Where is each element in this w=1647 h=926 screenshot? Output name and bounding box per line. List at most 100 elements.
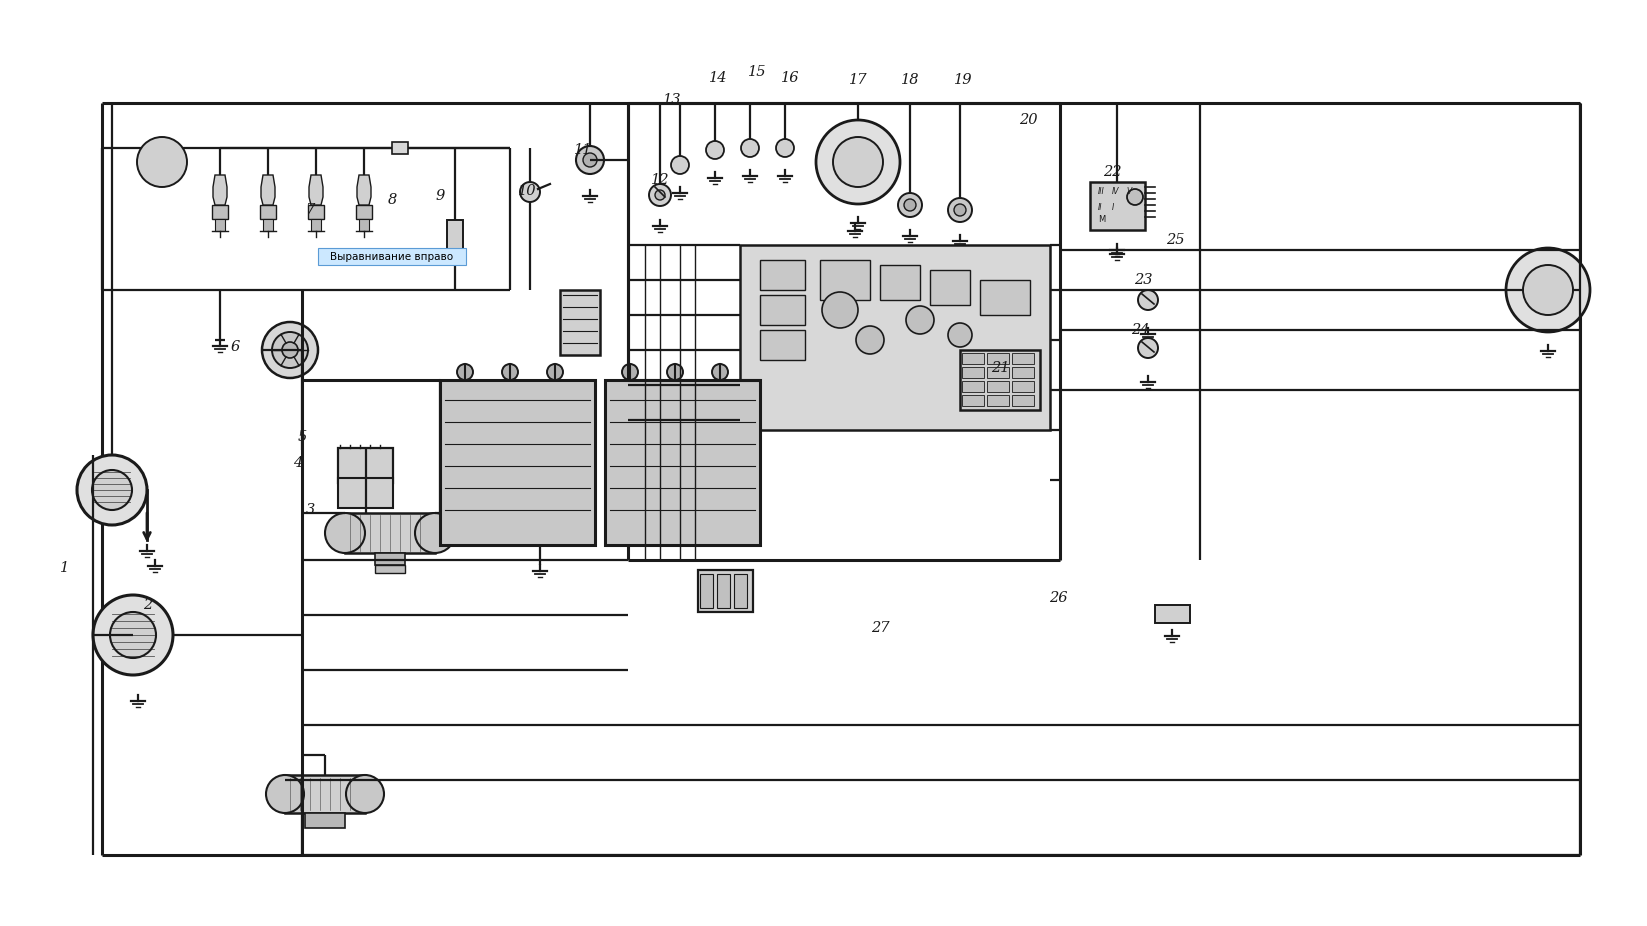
Circle shape xyxy=(623,364,637,380)
Bar xyxy=(879,265,921,300)
Bar xyxy=(376,553,405,565)
Circle shape xyxy=(92,595,173,675)
Circle shape xyxy=(741,139,759,157)
Text: Выравнивание вправо: Выравнивание вправо xyxy=(331,252,453,261)
Bar xyxy=(759,260,805,290)
Circle shape xyxy=(547,364,563,380)
Circle shape xyxy=(670,156,688,174)
Circle shape xyxy=(656,190,665,200)
Bar xyxy=(440,380,595,545)
Text: 2: 2 xyxy=(143,598,153,612)
Text: 7: 7 xyxy=(305,203,315,217)
Text: 20: 20 xyxy=(1019,113,1038,127)
Text: 1: 1 xyxy=(61,561,69,575)
Circle shape xyxy=(707,141,725,159)
Bar xyxy=(962,367,983,378)
Circle shape xyxy=(856,326,884,354)
Bar xyxy=(338,478,394,508)
Circle shape xyxy=(1127,189,1143,205)
Text: 6: 6 xyxy=(231,340,239,354)
Bar xyxy=(987,367,1010,378)
Bar xyxy=(962,353,983,364)
Bar xyxy=(1011,395,1034,406)
Circle shape xyxy=(502,364,519,380)
Bar xyxy=(305,813,344,828)
Circle shape xyxy=(815,120,899,204)
Circle shape xyxy=(520,182,540,202)
Text: 19: 19 xyxy=(954,73,972,87)
Circle shape xyxy=(906,306,934,334)
Circle shape xyxy=(1138,290,1158,310)
Bar xyxy=(359,219,369,231)
Text: 16: 16 xyxy=(781,71,799,85)
Bar xyxy=(1011,367,1034,378)
Bar xyxy=(344,513,435,553)
Text: 12: 12 xyxy=(651,173,669,187)
Bar xyxy=(960,350,1039,410)
Bar xyxy=(987,381,1010,392)
Bar xyxy=(735,574,748,608)
Text: II: II xyxy=(1099,203,1102,212)
Text: 9: 9 xyxy=(435,189,445,203)
Circle shape xyxy=(649,184,670,206)
Circle shape xyxy=(822,292,858,328)
Circle shape xyxy=(267,775,305,813)
Polygon shape xyxy=(212,175,227,205)
Text: 22: 22 xyxy=(1103,165,1122,179)
Text: 13: 13 xyxy=(662,93,682,107)
Circle shape xyxy=(137,137,188,187)
Bar xyxy=(311,219,321,231)
Text: 15: 15 xyxy=(748,65,766,79)
Circle shape xyxy=(667,364,684,380)
Text: 21: 21 xyxy=(991,361,1010,375)
Bar xyxy=(285,775,366,813)
Bar xyxy=(700,574,713,608)
Text: 17: 17 xyxy=(848,73,868,87)
Bar xyxy=(698,570,753,612)
Bar xyxy=(759,295,805,325)
Bar xyxy=(987,353,1010,364)
Text: 11: 11 xyxy=(573,143,593,157)
Bar xyxy=(260,205,277,219)
Bar xyxy=(962,395,983,406)
Bar xyxy=(820,260,870,300)
Circle shape xyxy=(415,513,455,553)
Bar xyxy=(931,270,970,305)
Text: 8: 8 xyxy=(387,193,397,207)
Bar xyxy=(1011,353,1034,364)
Circle shape xyxy=(949,198,972,222)
Circle shape xyxy=(346,775,384,813)
Circle shape xyxy=(272,332,308,368)
Circle shape xyxy=(324,513,366,553)
Bar xyxy=(392,142,408,154)
Polygon shape xyxy=(260,175,275,205)
Circle shape xyxy=(77,455,147,525)
Circle shape xyxy=(1523,265,1573,315)
Text: 26: 26 xyxy=(1049,591,1067,605)
Bar xyxy=(740,245,1051,430)
Bar xyxy=(1155,605,1191,623)
Bar xyxy=(308,205,324,219)
Circle shape xyxy=(833,137,883,187)
Bar xyxy=(1011,381,1034,392)
Bar xyxy=(376,565,405,573)
Text: 14: 14 xyxy=(708,71,728,85)
Text: III: III xyxy=(1099,187,1105,196)
Polygon shape xyxy=(357,175,371,205)
Text: 23: 23 xyxy=(1133,273,1153,287)
Circle shape xyxy=(583,153,596,167)
Text: 24: 24 xyxy=(1131,323,1150,337)
Circle shape xyxy=(949,323,972,347)
Circle shape xyxy=(282,342,298,358)
Circle shape xyxy=(92,470,132,510)
Text: M: M xyxy=(1099,215,1105,224)
FancyBboxPatch shape xyxy=(318,248,466,265)
Bar xyxy=(759,330,805,360)
Bar xyxy=(604,380,759,545)
Text: 5: 5 xyxy=(298,430,306,444)
Circle shape xyxy=(110,612,156,658)
Text: 18: 18 xyxy=(901,73,919,87)
Bar xyxy=(446,220,463,255)
Bar xyxy=(962,381,983,392)
Circle shape xyxy=(904,199,916,211)
